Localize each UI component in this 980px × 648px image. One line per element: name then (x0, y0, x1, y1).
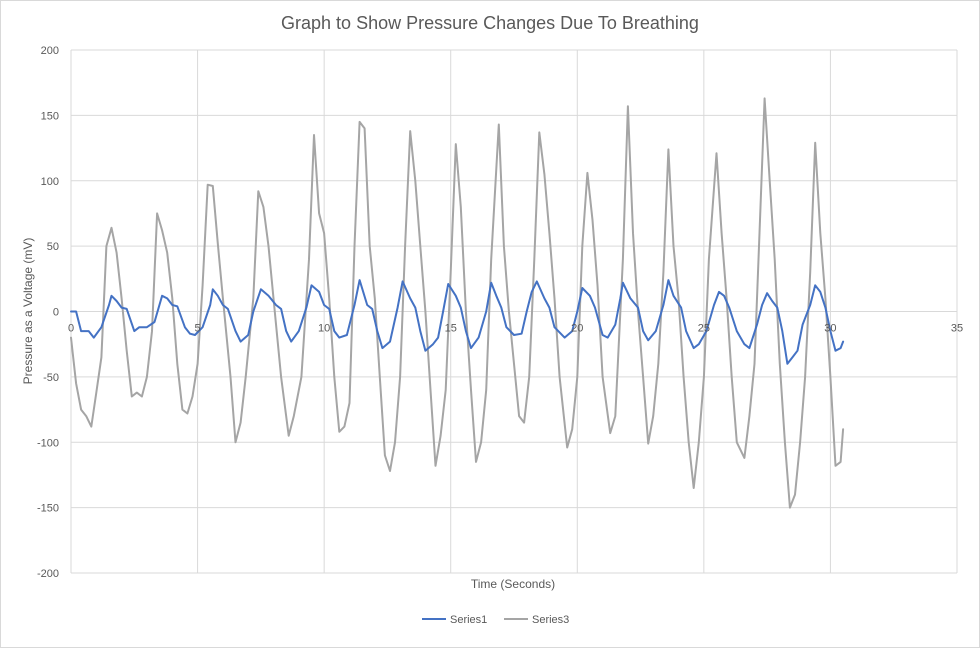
x-tick-label: 20 (571, 323, 583, 335)
legend: Series1 Series3 (422, 614, 569, 626)
x-tick-label: 5 (195, 323, 201, 335)
x-tick-label: 35 (951, 323, 963, 335)
legend-label: Series1 (450, 614, 487, 626)
gridlines (70, 49, 958, 574)
x-tick-label: 10 (318, 323, 330, 335)
y-tick-label: 150 (41, 110, 59, 122)
y-axis-label: Pressure as a Voltage (mV) (21, 238, 35, 385)
x-tick-label: 0 (68, 323, 74, 335)
x-axis-label: Time (Seconds) (471, 577, 555, 591)
x-tick-label: 30 (824, 323, 836, 335)
y-tick-label: -200 (37, 568, 59, 580)
legend-label: Series3 (532, 614, 569, 626)
y-tick-label: 0 (53, 307, 59, 319)
series-line-series1 (70, 279, 845, 365)
plot-area (70, 97, 845, 509)
y-tick-label: 50 (47, 241, 59, 253)
axis-ticks: -200 -150 -100 -50 0 50 100 150 200 0 5 10 15 20 25 30 3… (37, 45, 963, 580)
series-line-series3 (70, 97, 845, 509)
y-tick-label: -50 (43, 372, 59, 384)
y-tick-label: -100 (37, 437, 59, 449)
x-tick-label: 15 (445, 323, 457, 335)
chart-title: Graph to Show Pressure Changes Due To Br… (281, 13, 699, 33)
y-tick-label: 100 (41, 176, 59, 188)
y-tick-label: -150 (37, 503, 59, 515)
y-tick-label: 200 (41, 45, 59, 57)
x-tick-label: 25 (698, 323, 710, 335)
